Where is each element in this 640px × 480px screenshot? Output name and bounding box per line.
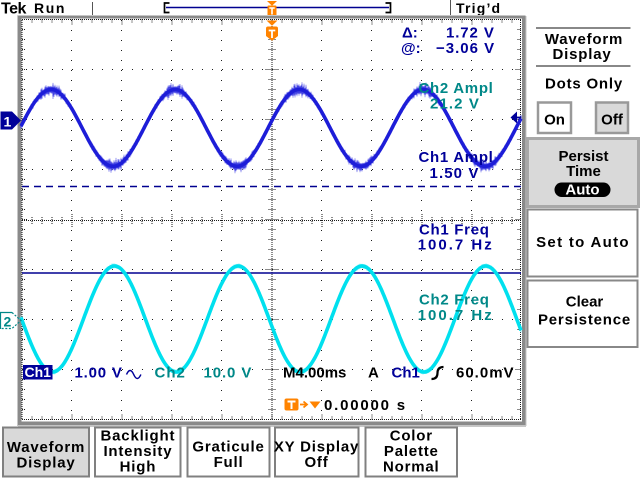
svg-text:Ch1: Ch1 (392, 365, 420, 382)
svg-text:Δ:: Δ: (402, 25, 418, 42)
svg-text:Color: Color (390, 428, 433, 445)
svg-text:Off: Off (601, 112, 624, 129)
svg-text:Backlight: Backlight (101, 428, 176, 445)
svg-text:M4.00ms: M4.00ms (283, 365, 346, 382)
svg-text:1: 1 (4, 114, 12, 130)
svg-text:Ch2 Freq: Ch2 Freq (419, 292, 490, 309)
svg-text:21.2 V: 21.2 V (430, 96, 480, 113)
svg-text:Auto: Auto (565, 182, 599, 199)
svg-text:Ch1: Ch1 (25, 364, 52, 380)
svg-text:On: On (544, 112, 565, 129)
svg-text:Ch1 Ampl: Ch1 Ampl (419, 149, 494, 166)
svg-text:1.50 V: 1.50 V (430, 165, 480, 182)
svg-text:60.0mV: 60.0mV (456, 365, 515, 382)
svg-text:Waveform: Waveform (7, 439, 85, 456)
svg-text:A: A (368, 365, 379, 382)
svg-text:Persistence: Persistence (538, 312, 631, 329)
svg-text:XY Display: XY Display (274, 439, 359, 456)
svg-text:1.72 V: 1.72 V (446, 25, 495, 42)
svg-text:Full: Full (214, 454, 244, 471)
svg-text:Persist: Persist (558, 148, 608, 165)
svg-text:100.7 Hz: 100.7 Hz (418, 237, 494, 254)
svg-text:−3.06 V: −3.06 V (436, 40, 495, 57)
svg-text:Ch2: Ch2 (155, 365, 186, 382)
svg-text:Off: Off (304, 454, 328, 471)
svg-text:2: 2 (4, 314, 12, 330)
svg-text:100.7 Hz: 100.7 Hz (418, 307, 494, 324)
svg-text:Set to Auto: Set to Auto (536, 234, 630, 251)
svg-text:Display: Display (553, 46, 612, 63)
svg-text:Run: Run (34, 0, 66, 16)
svg-text:High: High (120, 459, 157, 476)
svg-text:Normal: Normal (383, 459, 439, 476)
svg-text:Dots Only: Dots Only (545, 76, 623, 93)
svg-text:Ch1 Freq: Ch1 Freq (419, 221, 490, 238)
svg-text:Trig’d: Trig’d (456, 0, 501, 16)
svg-text:Intensity: Intensity (103, 443, 172, 460)
svg-text:0.00000 s: 0.00000 s (324, 397, 407, 414)
svg-text:Graticule: Graticule (192, 439, 264, 456)
svg-text:Display: Display (17, 455, 76, 472)
svg-text:Time: Time (566, 163, 601, 180)
svg-text:10.0 V: 10.0 V (204, 365, 253, 382)
svg-text:Ch2 Ampl: Ch2 Ampl (419, 80, 494, 97)
svg-text:Clear: Clear (566, 294, 604, 311)
svg-text:@:: @: (401, 40, 421, 57)
svg-text:Tek: Tek (1, 1, 26, 18)
svg-text:1.00 V: 1.00 V (75, 365, 123, 382)
svg-text:Waveform: Waveform (545, 31, 623, 48)
svg-text:Palette: Palette (384, 443, 439, 460)
